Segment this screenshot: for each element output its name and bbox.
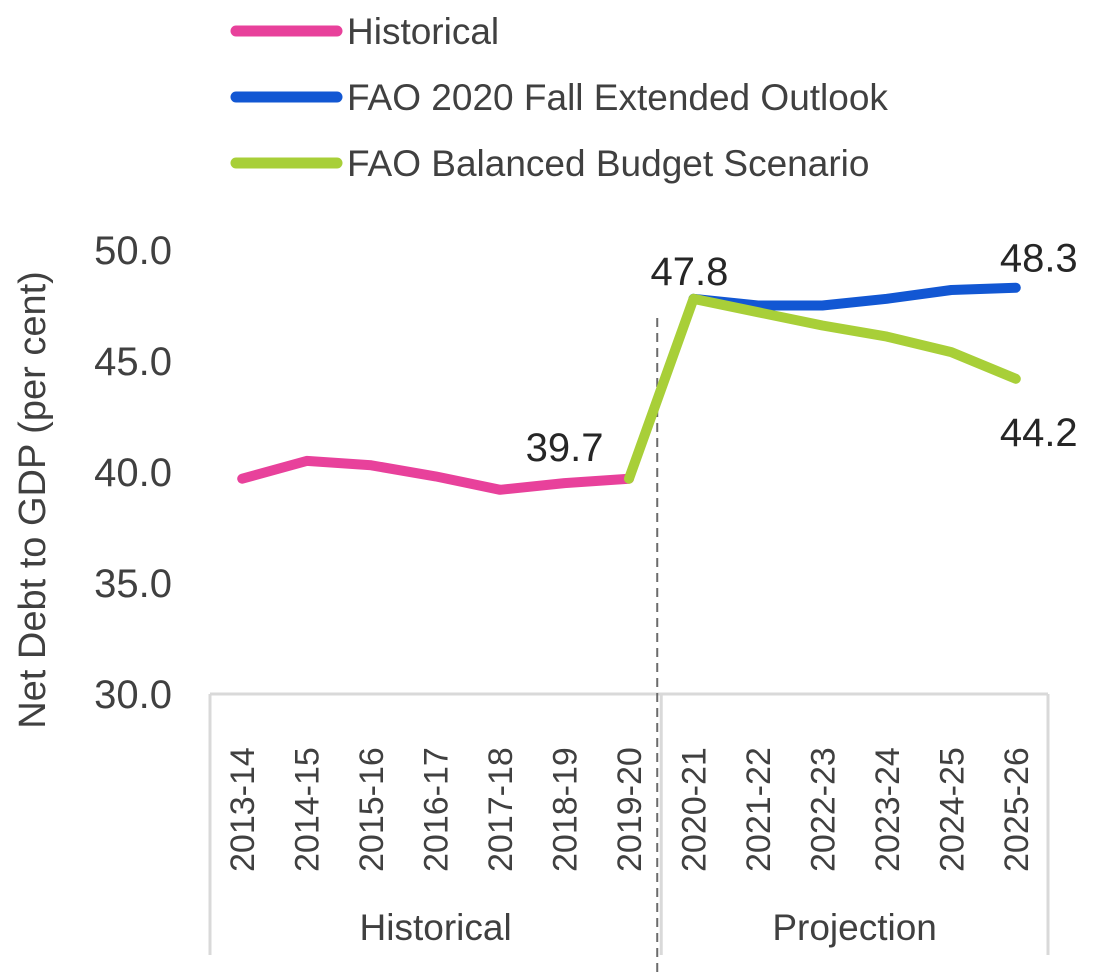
y-tick-label: 30.0: [94, 673, 172, 717]
y-axis-title: Net Debt to GDP (per cent): [12, 271, 54, 729]
category-axis-frame: [208, 318, 1050, 977]
y-tick-label: 35.0: [94, 562, 172, 606]
x-tick-label: 2021-22: [740, 747, 778, 872]
chart-legend: Historical FAO 2020 Fall Extended Outlook…: [230, 11, 888, 184]
x-tick-label: 2019-20: [611, 747, 649, 872]
legend-label-fao-2020-fall-extended-outlook: FAO 2020 Fall Extended Outlook: [347, 77, 888, 118]
y-tick-label: 40.0: [94, 451, 172, 495]
series-line-fao-2020-fall-extended-outlook: [688, 282, 1021, 311]
group-label-projection: Projection: [772, 907, 937, 948]
x-tick-label: 2020-21: [675, 747, 713, 872]
data-labels: 39.7 47.8 48.3 44.2: [526, 237, 1078, 470]
data-label-historical-2018-19: 39.7: [526, 426, 604, 470]
data-label-fao-2020-fall-extended-outlook-2025-26: 48.3: [1000, 237, 1078, 281]
series-line-historical: [237, 455, 634, 495]
legend-label-fao-balanced-budget-scenario: FAO Balanced Budget Scenario: [347, 143, 869, 184]
x-tick-label: 2022-23: [804, 747, 842, 872]
x-tick-label: 2024-25: [933, 747, 971, 872]
x-tick-label: 2016-17: [418, 747, 456, 872]
x-tick-label: 2014-15: [289, 747, 327, 872]
x-tick-label: 2018-19: [547, 747, 585, 872]
data-label-fao-2020-fall-extended-outlook-2020-21: 47.8: [651, 250, 729, 294]
y-tick-label: 45.0: [94, 340, 172, 384]
x-tick-label: 2023-24: [869, 747, 907, 872]
group-label-historical: Historical: [360, 907, 512, 948]
category-groups: Historical Projection: [360, 907, 937, 948]
legend-label-historical: Historical: [347, 11, 499, 52]
series-line-fao-balanced-budget-scenario: [624, 293, 1021, 484]
y-axis-ticks: 30.0 35.0 40.0 45.0 50.0: [94, 229, 172, 717]
x-axis-ticks: 2013-14 2014-15 2015-16 2016-17 2017-18 2018-…: [224, 747, 1036, 872]
x-tick-label: 2013-14: [224, 747, 262, 872]
data-label-fao-balanced-budget-scenario-2025-26: 44.2: [1000, 411, 1078, 455]
y-tick-label: 50.0: [94, 229, 172, 273]
x-tick-label: 2017-18: [482, 747, 520, 872]
series-lines: [237, 282, 1021, 495]
x-tick-label: 2025-26: [998, 747, 1036, 872]
x-tick-label: 2015-16: [353, 747, 391, 872]
